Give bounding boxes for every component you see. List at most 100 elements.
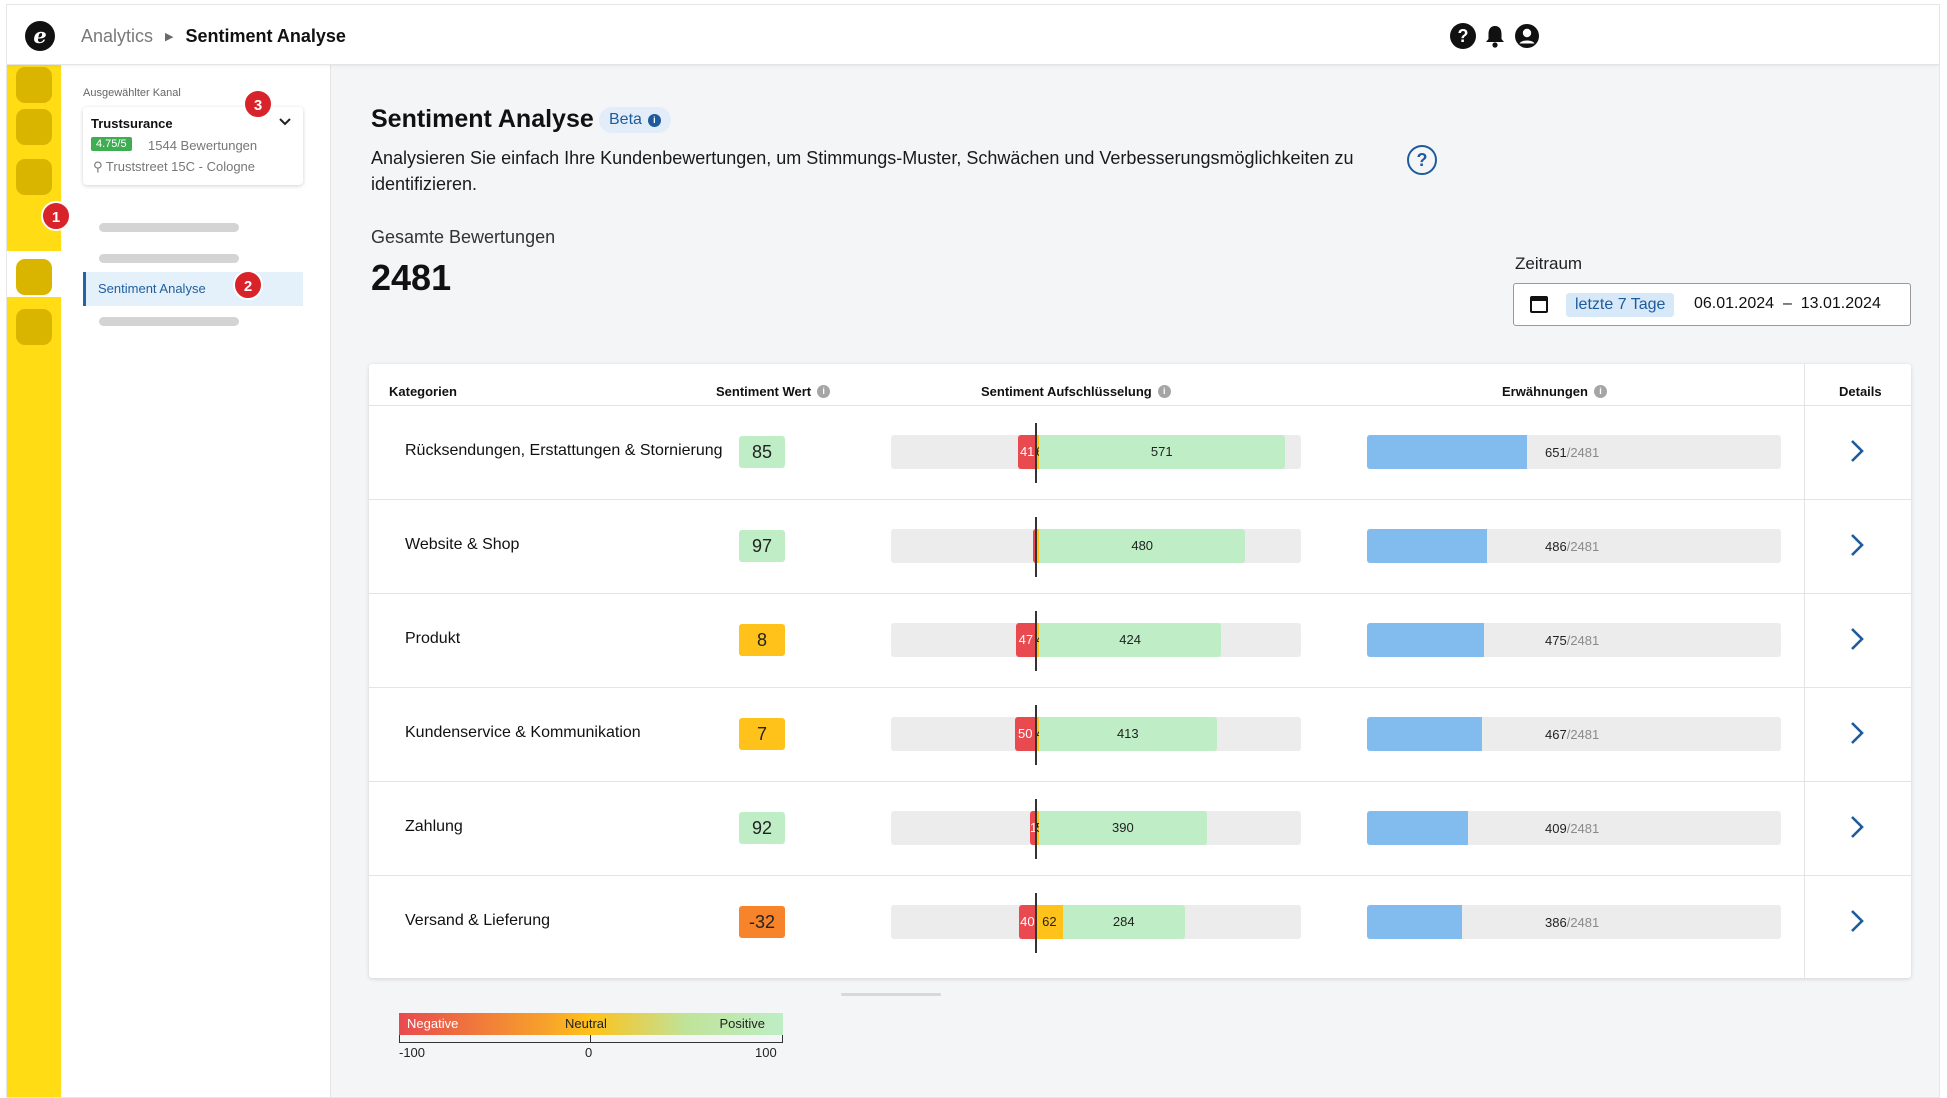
- mentions-text: 651/2481: [1545, 445, 1599, 460]
- sentiment-breakdown-bar: 40 62 284: [891, 893, 1301, 953]
- neutral-segment[interactable]: 4: [1036, 623, 1039, 657]
- legend-axis: [399, 1035, 783, 1043]
- row-divider: [369, 687, 1911, 688]
- table-row[interactable]: Rücksendungen, Erstattungen & Stornierun…: [369, 405, 1911, 499]
- negative-segment[interactable]: 14: [1029, 811, 1036, 845]
- step-badge-2: 2: [233, 270, 263, 300]
- scroll-indicator[interactable]: [841, 993, 941, 996]
- chevron-right-icon[interactable]: [1847, 904, 1867, 938]
- breadcrumb-current: Sentiment Analyse: [185, 26, 346, 46]
- beta-label: Beta: [609, 111, 642, 128]
- table-row[interactable]: Kundenservice & Kommunikation 7 50 4 413…: [369, 687, 1911, 781]
- account-icon[interactable]: [1514, 23, 1540, 49]
- bell-icon[interactable]: [1482, 23, 1508, 49]
- step-badge-1: 1: [41, 201, 71, 231]
- neutral-segment[interactable]: 5: [1036, 811, 1039, 845]
- nav-item-placeholder[interactable]: [99, 223, 239, 232]
- rail-item-3[interactable]: [16, 159, 52, 195]
- info-icon[interactable]: i: [817, 385, 831, 398]
- positive-segment[interactable]: 571: [1039, 435, 1285, 469]
- table-row[interactable]: Website & Shop 97 480 486/2481: [369, 499, 1911, 593]
- legend-tick: [399, 1035, 400, 1043]
- nav-item-placeholder[interactable]: [99, 317, 239, 326]
- legend-min: -100: [399, 1045, 426, 1060]
- nav-item-label: Sentiment Analyse: [98, 281, 206, 296]
- mentions-total: /2481: [1566, 727, 1600, 742]
- review-count: 1544 Bewertungen: [148, 138, 258, 153]
- app-window: e Analytics ▶ Sentiment Analyse ? 1 Ausg…: [6, 4, 1940, 1098]
- negative-segment[interactable]: 40: [1018, 905, 1036, 939]
- mentions-count: 467: [1545, 727, 1567, 742]
- sentiment-table: Kategorien Sentiment Wert i Sentiment Au…: [369, 364, 1911, 978]
- chevron-down-icon[interactable]: [277, 113, 293, 132]
- sentiment-score: 7: [739, 718, 785, 750]
- rail-item-1[interactable]: [16, 67, 52, 103]
- category-name: Produkt: [405, 630, 461, 647]
- positive-segment[interactable]: 480: [1039, 529, 1246, 563]
- positive-segment[interactable]: 413: [1039, 717, 1217, 751]
- mentions-count: 486: [1545, 539, 1567, 554]
- period-label: Zeitraum: [1515, 254, 1583, 273]
- table-row[interactable]: Versand & Lieferung -32 40 62 284 386/24…: [369, 875, 1911, 969]
- date-range-picker[interactable]: letzte 7 Tage 06.01.2024 – 13.01.2024: [1513, 283, 1911, 326]
- channel-address: ⚲ Truststreet 15C - Cologne: [93, 159, 255, 175]
- help-circle-icon[interactable]: ?: [1407, 145, 1437, 175]
- chevron-right-icon[interactable]: [1847, 716, 1867, 750]
- period-preset[interactable]: letzte 7 Tage: [1566, 293, 1675, 317]
- sentiment-score: 85: [739, 436, 785, 468]
- header-details: Details: [1839, 384, 1882, 399]
- nav-item-placeholder[interactable]: [99, 254, 239, 263]
- mentions-bar: 386/2481: [1367, 905, 1781, 939]
- row-divider: [369, 499, 1911, 500]
- sentiment-score: 97: [739, 530, 785, 562]
- mentions-total: /2481: [1566, 539, 1600, 554]
- mentions-text: 467/2481: [1545, 727, 1599, 742]
- mentions-bar: 409/2481: [1367, 811, 1781, 845]
- info-icon[interactable]: i: [1593, 385, 1607, 398]
- breadcrumb: Analytics ▶ Sentiment Analyse: [81, 26, 346, 47]
- channel-selector[interactable]: Trustsurance 4.75/5 1544 Bewertungen ⚲ T…: [83, 107, 303, 185]
- chevron-right-icon[interactable]: [1847, 528, 1867, 562]
- neutral-segment[interactable]: 62: [1036, 905, 1063, 939]
- chevron-right-icon[interactable]: [1847, 434, 1867, 468]
- help-icon[interactable]: ?: [1450, 23, 1476, 49]
- beta-badge[interactable]: Beta i: [599, 107, 671, 133]
- category-name: Website & Shop: [405, 536, 520, 553]
- category-name: Kundenservice & Kommunikation: [405, 724, 641, 741]
- neutral-segment[interactable]: 6: [1036, 435, 1039, 469]
- chevron-right-icon[interactable]: [1847, 622, 1867, 656]
- neutral-segment[interactable]: 4: [1036, 717, 1039, 751]
- sentiment-score: 92: [739, 812, 785, 844]
- mentions-count: 409: [1545, 821, 1567, 836]
- table-row[interactable]: Produkt 8 47 4 424 475/2481: [369, 593, 1911, 687]
- neutral-segment[interactable]: [1036, 529, 1039, 563]
- app-logo-icon[interactable]: e: [25, 21, 55, 51]
- header-category-label: Kategorien: [389, 384, 457, 399]
- negative-segment[interactable]: 41: [1018, 435, 1036, 469]
- channel-address-text: Truststreet 15C - Cologne: [105, 159, 256, 174]
- breadcrumb-separator-icon: ▶: [165, 31, 174, 43]
- rail-item-2[interactable]: [16, 109, 52, 145]
- calendar-icon: [1530, 296, 1548, 313]
- positive-segment[interactable]: 390: [1039, 811, 1207, 845]
- selected-channel-label: Ausgewählter Kanal: [83, 87, 181, 99]
- table-row[interactable]: Zahlung 92 14 5 390 409/2481: [369, 781, 1911, 875]
- negative-segment[interactable]: 47: [1015, 623, 1036, 657]
- mentions-fill: [1367, 529, 1487, 563]
- positive-segment[interactable]: 284: [1062, 905, 1185, 939]
- rail-item-5[interactable]: [16, 259, 52, 295]
- legend-negative: Negative: [407, 1016, 459, 1031]
- location-pin-icon: ⚲: [93, 159, 103, 174]
- rail-item-6[interactable]: [16, 309, 52, 345]
- info-icon[interactable]: i: [1157, 385, 1171, 398]
- total-reviews-label: Gesamte Bewertungen: [371, 227, 556, 247]
- row-divider: [369, 405, 1911, 406]
- positive-segment[interactable]: 424: [1039, 623, 1222, 657]
- chevron-right-icon[interactable]: [1847, 810, 1867, 844]
- negative-segment[interactable]: 50: [1014, 717, 1036, 751]
- legend-positive: Positive: [719, 1016, 765, 1031]
- nav-item-sentiment-analyse[interactable]: Sentiment Analyse: [83, 272, 303, 306]
- breadcrumb-analytics[interactable]: Analytics: [81, 26, 154, 46]
- negative-segment[interactable]: [1033, 529, 1036, 563]
- sentiment-score: 8: [739, 624, 785, 656]
